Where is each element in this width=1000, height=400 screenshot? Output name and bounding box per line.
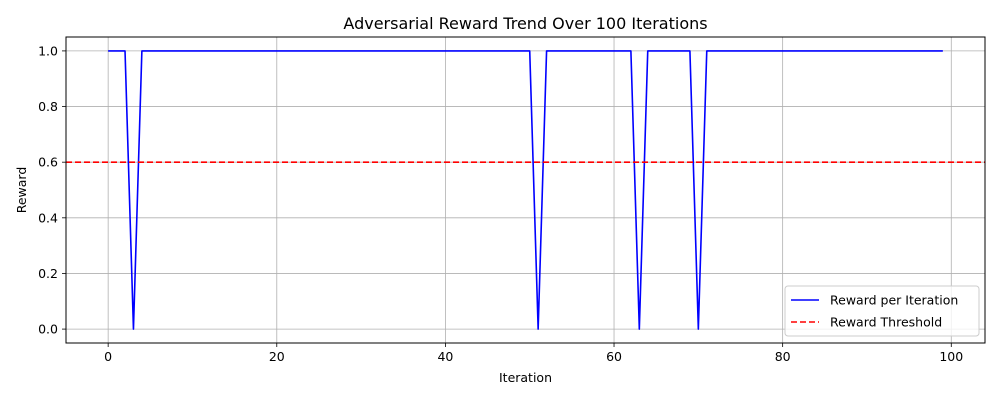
x-tick-label: 20 [269, 349, 285, 364]
y-axis-label: Reward [14, 167, 29, 214]
y-tick-label: 1.0 [38, 43, 58, 58]
x-tick-label: 100 [939, 349, 963, 364]
y-tick-label: 0.6 [38, 155, 58, 170]
y-tick-label: 0.2 [38, 266, 58, 281]
plot-area [66, 50, 985, 330]
series-line-reward [108, 50, 943, 330]
x-tick-label: 60 [606, 349, 622, 364]
chart-title: Adversarial Reward Trend Over 100 Iterat… [343, 14, 707, 33]
legend: Reward per Iteration Reward Threshold [784, 285, 980, 337]
legend-label-reward: Reward per Iteration [830, 293, 958, 308]
ticks: 0 20 40 60 80 100 0.0 0.2 0.4 0.6 0.8 1.0 [38, 43, 963, 364]
legend-box [784, 285, 980, 337]
x-tick-label: 0 [104, 349, 112, 364]
y-tick-label: 0.8 [38, 99, 58, 114]
x-tick-label: 80 [775, 349, 791, 364]
y-tick-label: 0.0 [38, 322, 58, 337]
legend-label-threshold: Reward Threshold [830, 315, 942, 330]
x-tick-label: 40 [437, 349, 453, 364]
x-axis-label: Iteration [499, 370, 552, 385]
axes-frame [65, 36, 986, 344]
y-tick-label: 0.4 [38, 210, 58, 225]
